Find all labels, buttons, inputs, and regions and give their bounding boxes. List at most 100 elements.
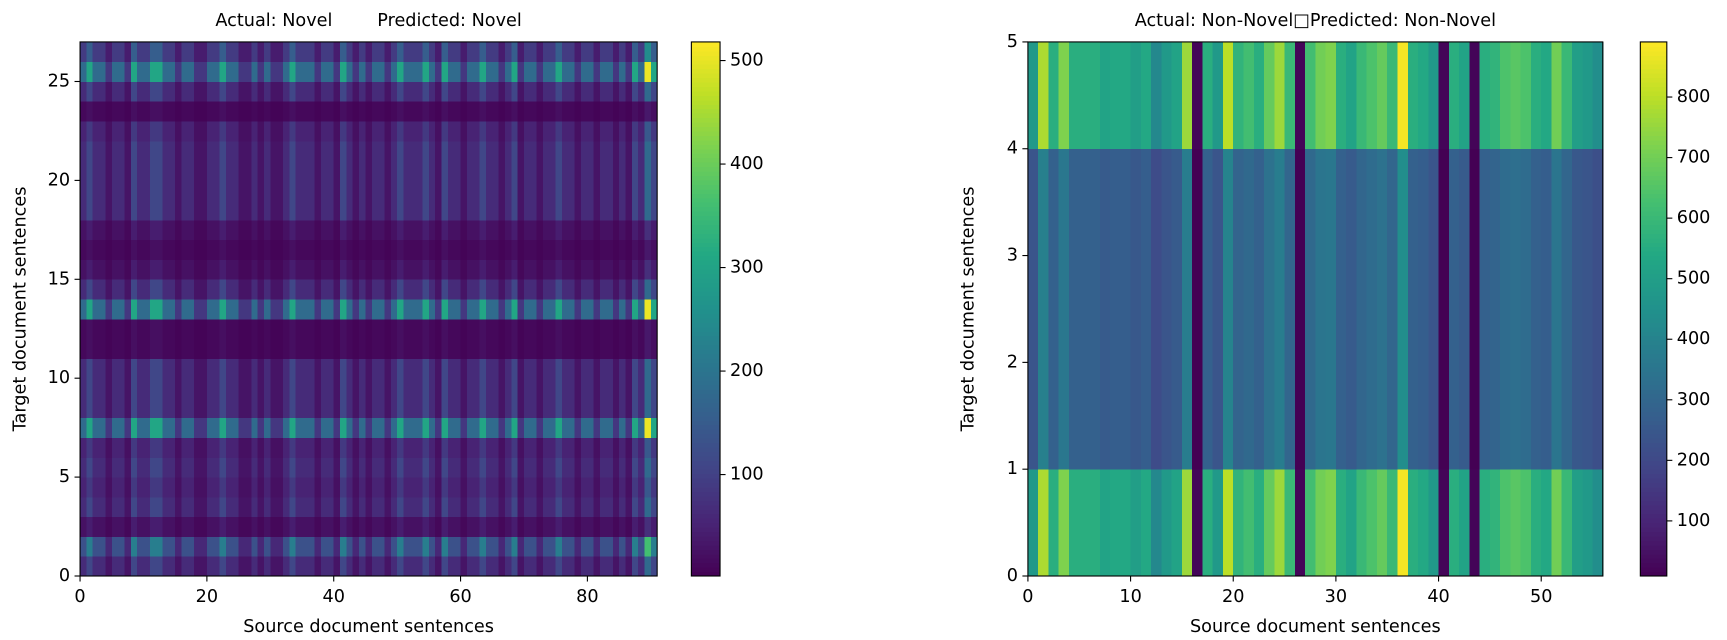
heatmap-cell [555, 121, 563, 142]
heatmap-cell [225, 239, 233, 260]
heatmap-cell [1274, 255, 1286, 363]
heatmap-cell [606, 437, 614, 458]
heatmap-cell [111, 536, 119, 557]
heatmap-cell [130, 41, 138, 63]
heatmap-cell [213, 496, 221, 518]
heatmap-cell [619, 239, 626, 260]
heatmap-cell [409, 219, 417, 241]
x-tick-label: 40 [1427, 587, 1449, 607]
heatmap-cell [504, 299, 512, 320]
heatmap-cell [99, 81, 106, 102]
heatmap-cell [530, 378, 538, 399]
heatmap-cell [511, 457, 519, 478]
heatmap-cell [314, 180, 322, 201]
heatmap-cell [479, 516, 487, 537]
heatmap-cell [435, 536, 442, 557]
heatmap-cell [409, 81, 417, 102]
heatmap-cell [225, 397, 233, 419]
heatmap-cell [359, 516, 366, 537]
heatmap-cell [435, 200, 442, 221]
heatmap-cell [244, 121, 252, 142]
heatmap-cell [124, 338, 132, 359]
heatmap-cell [187, 219, 195, 241]
heatmap-cell [295, 318, 303, 340]
heatmap-cell [473, 200, 481, 221]
heatmap-cell [1346, 255, 1357, 363]
heatmap-cell [130, 516, 138, 537]
heatmap-cell [428, 219, 436, 241]
heatmap-cell [92, 378, 100, 399]
heatmap-cell [498, 160, 506, 181]
colorbar-swatch [1640, 322, 1667, 328]
heatmap-cell [606, 239, 614, 260]
heatmap-cell [270, 378, 278, 399]
heatmap-cell [149, 496, 157, 518]
heatmap-cell [606, 338, 614, 359]
heatmap-cell [600, 556, 607, 577]
heatmap-cell [181, 200, 189, 221]
heatmap-cell [302, 437, 309, 458]
heatmap-cell [523, 279, 531, 300]
heatmap-cell [1305, 469, 1316, 577]
heatmap-cell [460, 457, 468, 478]
heatmap-cell [562, 397, 569, 419]
colorbar-swatch [1640, 260, 1667, 266]
heatmap-cell [543, 417, 550, 438]
heatmap-cell [536, 259, 544, 280]
heatmap-cell [549, 239, 557, 260]
heatmap-cell [543, 457, 550, 478]
heatmap-cell [168, 81, 176, 102]
heatmap-cell [1305, 255, 1316, 363]
heatmap-cell [650, 457, 658, 478]
colorbar-swatch [1640, 55, 1667, 61]
heatmap-cell [194, 121, 201, 142]
heatmap-cell [99, 397, 106, 419]
plot-frame [79, 41, 658, 577]
heatmap-cell [384, 121, 392, 142]
heatmap-cell [321, 318, 328, 340]
heatmap-cell [1469, 148, 1481, 256]
heatmap-cell [124, 180, 132, 201]
heatmap-cell [111, 358, 119, 379]
heatmap-cell [562, 358, 569, 379]
colorbar-swatch [691, 117, 721, 123]
heatmap-cell [1284, 255, 1296, 363]
heatmap-cell [130, 378, 138, 399]
heatmap-cell [600, 61, 607, 82]
heatmap-cell [365, 338, 373, 359]
y-tick-label: 5 [1007, 32, 1018, 52]
heatmap-cell [244, 477, 252, 498]
colorbar-swatch [691, 77, 721, 83]
heatmap-cell [492, 239, 500, 260]
heatmap-cell [1500, 41, 1511, 150]
heatmap-cell [111, 81, 119, 102]
heatmap-cell [118, 496, 125, 518]
heatmap-cell [574, 219, 582, 241]
heatmap-cell [276, 516, 284, 537]
heatmap-cell [612, 378, 620, 399]
heatmap-cell [232, 140, 240, 162]
heatmap-cell [257, 140, 265, 162]
heatmap-cell [606, 318, 614, 340]
heatmap-cell [251, 299, 259, 320]
heatmap-cell [156, 477, 163, 498]
heatmap-cell [156, 358, 163, 379]
heatmap-cell [124, 121, 132, 142]
heatmap-cell [118, 397, 125, 419]
heatmap-cell [181, 338, 189, 359]
heatmap-cell [447, 358, 455, 379]
heatmap-cell [1140, 148, 1152, 256]
heatmap-cell [466, 496, 474, 518]
heatmap-cell [238, 338, 246, 359]
heatmap-cell [1130, 255, 1142, 363]
heatmap-cell [397, 299, 404, 320]
heatmap-cell [530, 219, 538, 241]
heatmap-cell [492, 496, 500, 518]
y-tick-label: 10 [48, 368, 70, 388]
heatmap-cell [168, 378, 176, 399]
heatmap-cell [1407, 148, 1419, 256]
heatmap-cell [447, 279, 455, 300]
colorbar-swatch [691, 64, 721, 70]
heatmap-cell [168, 101, 176, 122]
heatmap-cell [346, 121, 354, 142]
